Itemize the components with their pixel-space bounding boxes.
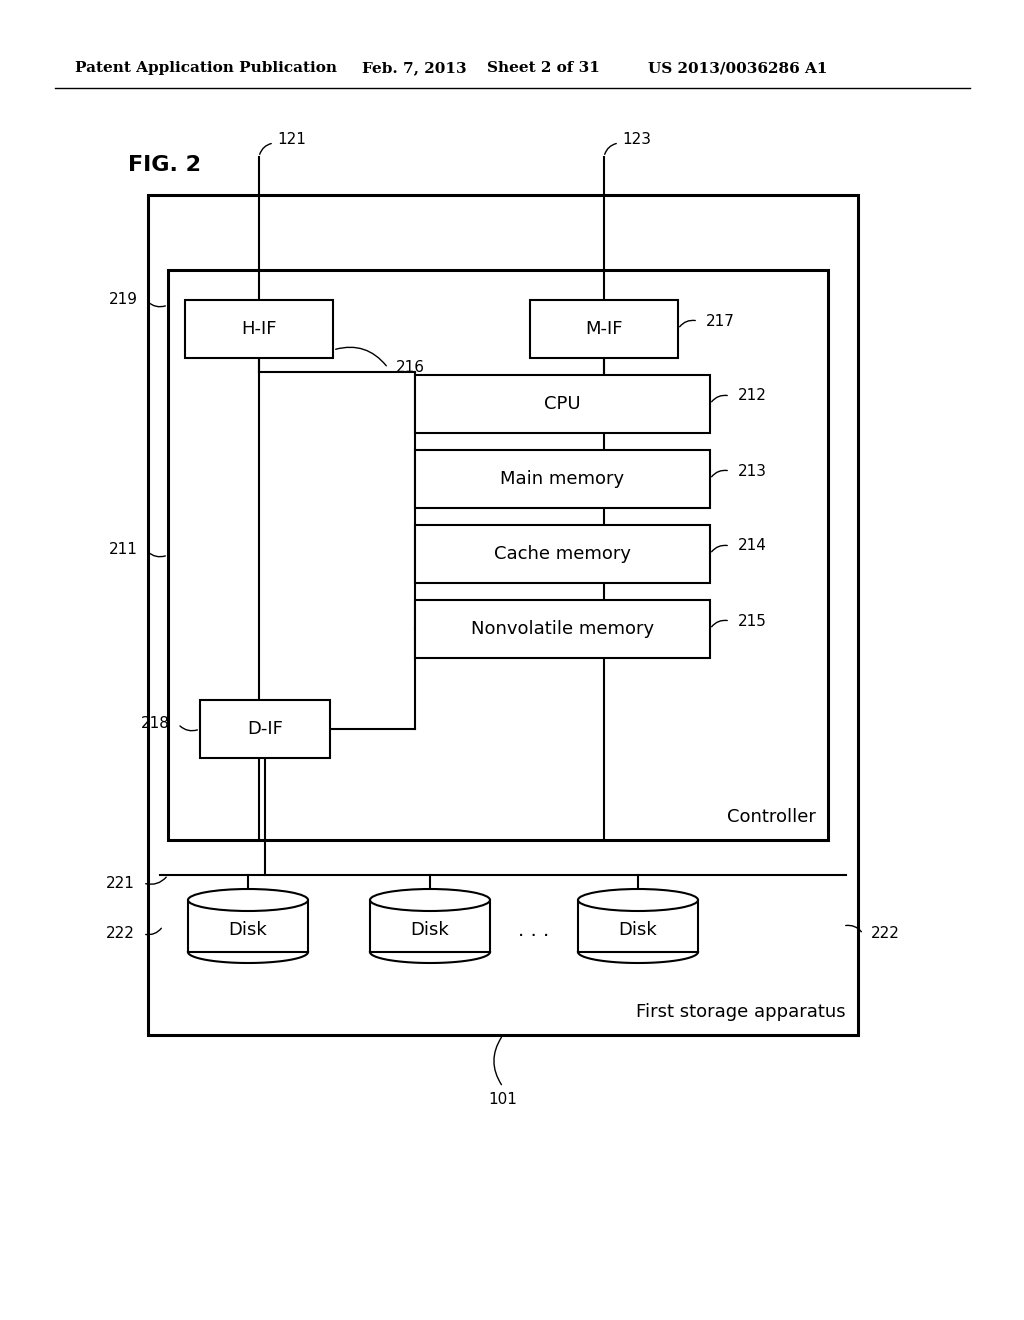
Text: 221: 221 bbox=[106, 875, 135, 891]
Ellipse shape bbox=[578, 888, 698, 911]
Text: Controller: Controller bbox=[727, 808, 816, 826]
Text: 123: 123 bbox=[622, 132, 651, 148]
Text: 222: 222 bbox=[871, 927, 900, 941]
Bar bbox=[530, 300, 678, 358]
Bar bbox=[370, 900, 490, 952]
Text: 214: 214 bbox=[738, 539, 767, 553]
Text: 217: 217 bbox=[706, 314, 735, 329]
Bar bbox=[415, 601, 710, 657]
Text: 222: 222 bbox=[106, 927, 135, 941]
Text: 216: 216 bbox=[396, 360, 425, 375]
Text: Feb. 7, 2013: Feb. 7, 2013 bbox=[362, 61, 467, 75]
Text: 218: 218 bbox=[141, 717, 170, 731]
Text: 211: 211 bbox=[110, 543, 138, 557]
Text: US 2013/0036286 A1: US 2013/0036286 A1 bbox=[648, 61, 827, 75]
Bar bbox=[415, 450, 710, 508]
Text: H-IF: H-IF bbox=[242, 319, 276, 338]
Text: 212: 212 bbox=[738, 388, 767, 404]
Text: D-IF: D-IF bbox=[247, 719, 283, 738]
Text: Patent Application Publication: Patent Application Publication bbox=[75, 61, 337, 75]
Text: 215: 215 bbox=[738, 614, 767, 628]
Text: Nonvolatile memory: Nonvolatile memory bbox=[471, 620, 654, 638]
Text: 121: 121 bbox=[278, 132, 306, 148]
Bar bbox=[185, 300, 333, 358]
Text: Disk: Disk bbox=[618, 921, 657, 939]
Bar bbox=[200, 700, 330, 758]
Text: Cache memory: Cache memory bbox=[494, 545, 631, 564]
Bar bbox=[168, 271, 828, 840]
Text: First storage apparatus: First storage apparatus bbox=[636, 1003, 846, 1020]
Bar bbox=[415, 525, 710, 583]
Text: FIG. 2: FIG. 2 bbox=[128, 154, 201, 176]
Text: 213: 213 bbox=[738, 463, 767, 479]
Text: Sheet 2 of 31: Sheet 2 of 31 bbox=[487, 61, 600, 75]
Ellipse shape bbox=[370, 888, 490, 911]
Bar bbox=[148, 195, 858, 1035]
Bar bbox=[578, 900, 698, 952]
Text: . . .: . . . bbox=[518, 920, 550, 940]
Text: CPU: CPU bbox=[544, 395, 581, 413]
Text: Disk: Disk bbox=[228, 921, 267, 939]
Text: Disk: Disk bbox=[411, 921, 450, 939]
Text: 101: 101 bbox=[488, 1093, 517, 1107]
Text: M-IF: M-IF bbox=[586, 319, 623, 338]
Bar bbox=[415, 375, 710, 433]
Text: Main memory: Main memory bbox=[501, 470, 625, 488]
Text: 219: 219 bbox=[109, 293, 138, 308]
Ellipse shape bbox=[188, 888, 308, 911]
Bar bbox=[188, 900, 308, 952]
